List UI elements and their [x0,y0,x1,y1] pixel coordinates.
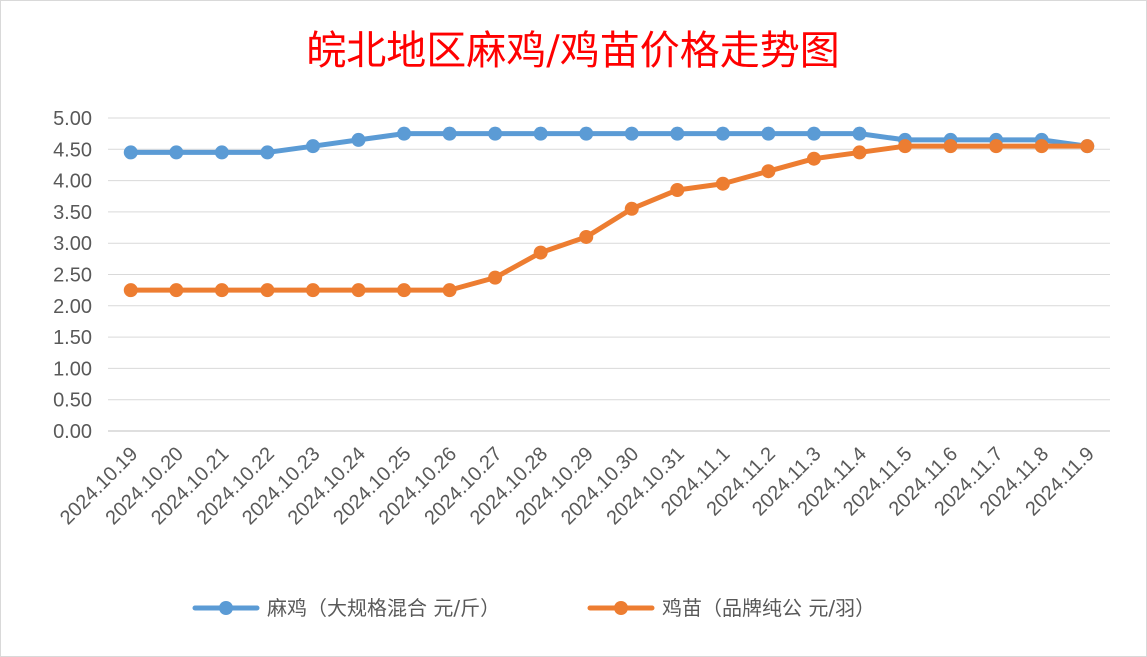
data-point [670,126,685,141]
data-point [533,245,548,260]
data-point [305,139,320,154]
data-point [397,283,412,298]
data-point [715,176,730,191]
data-point [943,139,958,154]
data-point [305,283,320,298]
y-tick-label: 2.00 [53,296,92,318]
data-point [488,270,503,285]
data-point [1034,139,1049,154]
series-line [128,143,1090,293]
y-tick-label: 4.50 [53,139,92,161]
gridlines [108,117,1110,432]
y-tick-label: 1.00 [53,358,92,380]
data-point [442,283,457,298]
legend-swatch-marker [219,601,233,615]
data-point [169,283,184,298]
data-point [123,283,138,298]
chart-title: 皖北地区麻鸡/鸡苗价格走势图 [306,28,839,74]
legend-item: 鸡苗（品牌纯公 元/羽） [587,596,875,620]
legend-swatch-marker [614,601,628,615]
data-point [989,139,1004,154]
data-point [260,283,275,298]
data-point [761,126,776,141]
data-point [351,283,366,298]
data-point [806,151,821,166]
y-tick-label: 5.00 [53,108,92,130]
data-point [533,126,548,141]
y-tick-label: 3.50 [53,202,92,224]
data-point [898,139,913,154]
data-point [260,145,275,160]
data-point [397,126,412,141]
y-axis-ticks: 0.00 0.50 1.00 1.50 2.00 2.50 3.00 3.50 4.00 4.50… [53,108,92,443]
data-point [715,126,730,141]
legend-label: 鸡苗（品牌纯公 元/羽） [662,596,875,620]
legend-label: 麻鸡（大规格混合 元/斤） [267,596,500,620]
data-point [624,201,639,216]
y-tick-label: 0.50 [53,390,92,412]
data-point [624,126,639,141]
data-point [806,126,821,141]
data-point [579,126,594,141]
data-point [579,229,594,244]
data-point [214,145,229,160]
data-point [852,145,867,160]
data-point [123,145,138,160]
data-point [169,145,184,160]
series-1 [123,126,1095,160]
y-tick-label: 3.00 [53,233,92,255]
data-point [442,126,457,141]
data-point [852,126,867,141]
series-lines [123,126,1095,298]
y-tick-label: 1.50 [53,327,92,349]
y-tick-label: 4.00 [53,171,92,193]
y-tick-label: 0.00 [53,421,92,443]
data-point [351,132,366,147]
data-point [670,182,685,197]
data-point [761,164,776,179]
data-point [1080,139,1095,154]
legend: 麻鸡（大规格混合 元/斤） 鸡苗（品牌纯公 元/羽） [192,596,875,620]
y-tick-label: 2.50 [53,265,92,287]
data-point [214,283,229,298]
data-point [488,126,503,141]
x-axis-ticks: 2024.10.192024.10.202024.10.212024.10.22… [56,443,1099,529]
series-2 [123,139,1095,298]
series-line [128,131,1090,155]
legend-item: 麻鸡（大规格混合 元/斤） [192,596,500,620]
